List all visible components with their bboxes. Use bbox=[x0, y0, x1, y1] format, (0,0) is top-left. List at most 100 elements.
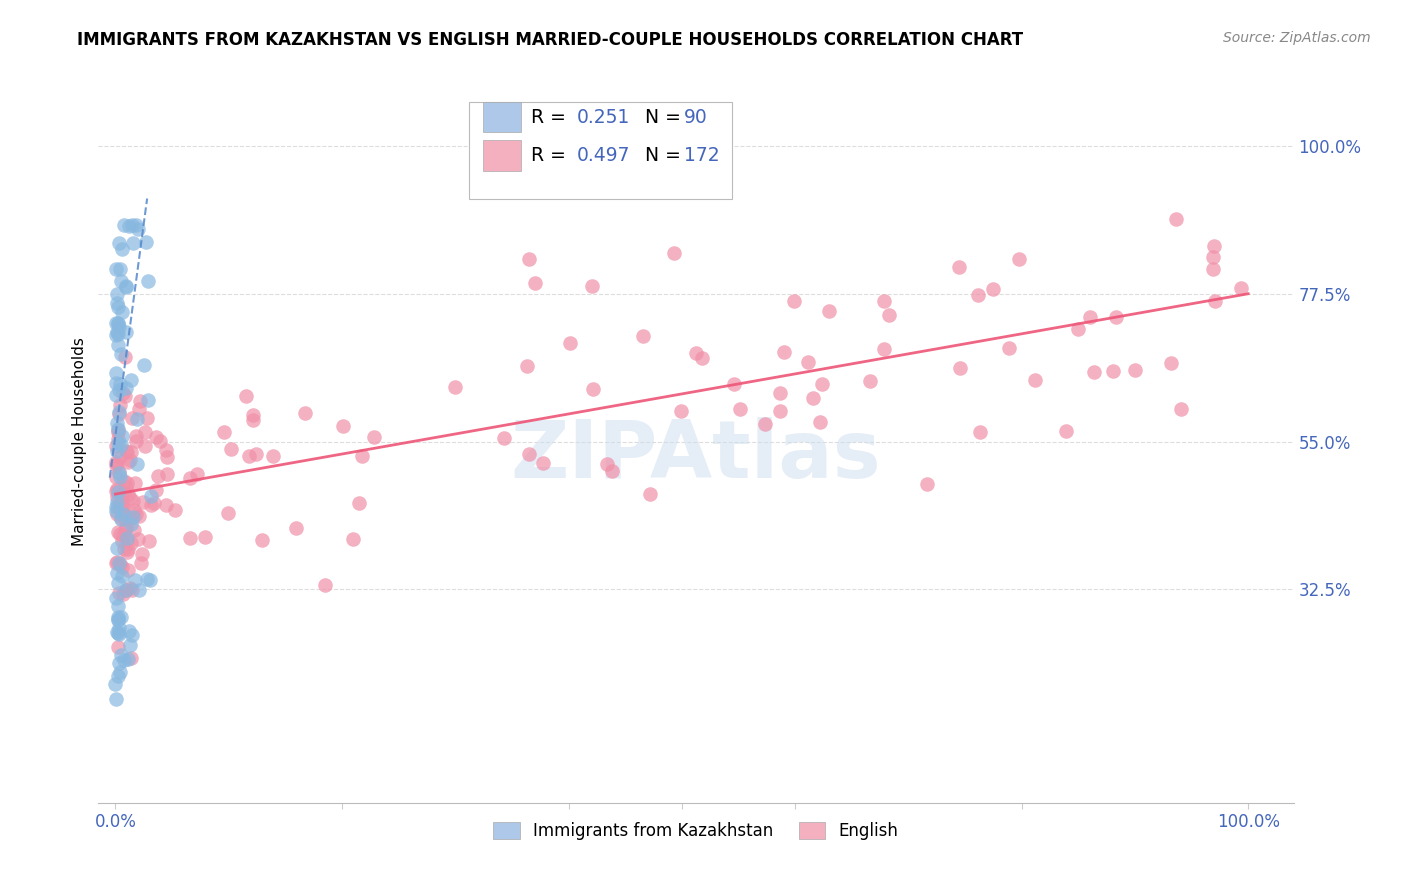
Point bbox=[1024, 373, 1046, 387]
Point bbox=[969, 425, 991, 439]
Point bbox=[107, 425, 129, 440]
Point bbox=[105, 507, 128, 521]
Point bbox=[118, 581, 141, 595]
Point bbox=[111, 500, 134, 515]
Text: N =: N = bbox=[633, 146, 686, 165]
Point bbox=[179, 532, 201, 546]
Point bbox=[114, 381, 136, 395]
Point bbox=[966, 288, 988, 302]
Point bbox=[332, 418, 354, 433]
Point bbox=[363, 429, 385, 443]
Point bbox=[1170, 401, 1192, 416]
Point bbox=[108, 450, 131, 464]
Point bbox=[104, 676, 127, 690]
Point bbox=[104, 328, 127, 343]
Point bbox=[134, 439, 156, 453]
Point bbox=[314, 578, 336, 592]
Point bbox=[108, 467, 131, 481]
Point bbox=[128, 393, 150, 408]
Point bbox=[179, 471, 201, 485]
Point bbox=[768, 404, 790, 418]
Point bbox=[114, 511, 136, 525]
Point bbox=[558, 335, 581, 350]
Point bbox=[108, 235, 131, 250]
Text: 0.251: 0.251 bbox=[576, 108, 630, 127]
Point bbox=[155, 443, 177, 458]
Point bbox=[105, 416, 128, 430]
Point bbox=[128, 508, 150, 523]
Point bbox=[110, 511, 132, 525]
FancyBboxPatch shape bbox=[470, 102, 733, 200]
Point bbox=[125, 457, 148, 471]
Point bbox=[136, 411, 159, 425]
Point bbox=[108, 466, 131, 480]
Point bbox=[107, 556, 129, 570]
Point bbox=[120, 510, 142, 524]
Point bbox=[104, 367, 127, 381]
Point bbox=[600, 464, 623, 478]
Point bbox=[118, 624, 141, 639]
Point bbox=[1164, 211, 1187, 226]
Point bbox=[128, 582, 150, 597]
Point bbox=[242, 408, 264, 422]
Point bbox=[238, 449, 260, 463]
Point bbox=[115, 444, 138, 458]
Point bbox=[107, 384, 129, 398]
Point bbox=[350, 449, 373, 463]
Point bbox=[523, 277, 546, 291]
Point bbox=[108, 470, 131, 484]
Point bbox=[915, 477, 938, 491]
Point bbox=[138, 533, 160, 548]
Point bbox=[121, 411, 143, 425]
Point bbox=[107, 576, 129, 591]
Point bbox=[1008, 252, 1031, 267]
Point bbox=[115, 325, 138, 339]
Point bbox=[685, 346, 707, 360]
Point bbox=[117, 563, 139, 577]
Point bbox=[754, 417, 776, 431]
Point bbox=[596, 458, 619, 472]
Point bbox=[124, 476, 146, 491]
Point bbox=[112, 474, 135, 488]
Point bbox=[105, 262, 128, 277]
FancyBboxPatch shape bbox=[484, 102, 522, 132]
Point bbox=[104, 458, 127, 472]
Point bbox=[112, 541, 135, 556]
Point bbox=[1078, 310, 1101, 324]
Point bbox=[107, 613, 129, 627]
Point bbox=[117, 487, 139, 501]
Point bbox=[981, 282, 1004, 296]
Point bbox=[120, 445, 142, 459]
Point bbox=[110, 438, 132, 452]
Point bbox=[285, 521, 308, 535]
Point bbox=[121, 510, 143, 524]
Point bbox=[129, 556, 152, 570]
Point bbox=[107, 316, 129, 330]
Point bbox=[104, 470, 127, 484]
Point bbox=[858, 374, 880, 388]
Point bbox=[107, 422, 129, 436]
Point bbox=[105, 624, 128, 639]
Point bbox=[998, 341, 1021, 355]
Point bbox=[120, 373, 142, 387]
Point bbox=[105, 483, 128, 498]
Point bbox=[115, 278, 138, 293]
Point bbox=[146, 468, 169, 483]
Point bbox=[107, 669, 129, 683]
Point bbox=[105, 325, 128, 339]
Point bbox=[156, 467, 179, 481]
Point bbox=[110, 398, 132, 412]
Point bbox=[107, 300, 129, 314]
Point bbox=[105, 455, 128, 469]
Point bbox=[662, 246, 685, 260]
Text: N =: N = bbox=[633, 108, 686, 127]
Point bbox=[808, 416, 831, 430]
Point bbox=[132, 495, 155, 509]
Point bbox=[110, 557, 132, 571]
Point bbox=[105, 557, 128, 571]
Point bbox=[107, 318, 129, 332]
Point bbox=[105, 316, 128, 330]
Point bbox=[107, 432, 129, 446]
Point bbox=[107, 423, 129, 437]
Point bbox=[114, 523, 136, 537]
